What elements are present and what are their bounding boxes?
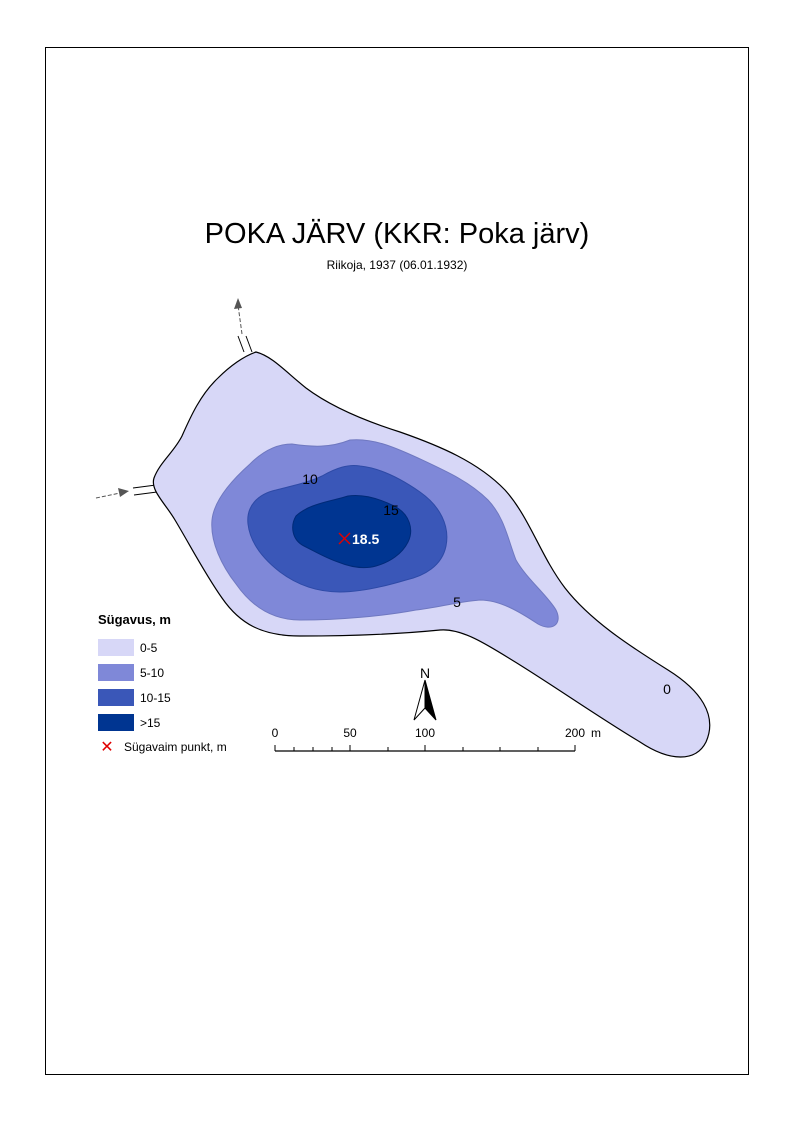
map-frame: [45, 47, 749, 1075]
map-title: POKA JÄRV (KKR: Poka järv): [204, 218, 590, 250]
scale-label-0: 0: [272, 726, 279, 740]
deepest-point-value: 18.5: [352, 531, 379, 547]
deepest-point-marker: [338, 532, 351, 545]
depth-zone-15: [292, 495, 412, 569]
inflow-arrow-icon: [118, 488, 129, 497]
contour-label-0: 0: [663, 681, 671, 697]
legend-item-label: >15: [140, 715, 161, 730]
legend: Sügavus, m 0-5 5-10 10-15 >15 ✕ Sügavaim…: [98, 612, 227, 757]
scale-label-200: 200: [565, 726, 585, 740]
red-x-icon: ✕: [100, 739, 114, 756]
outflow-stream: [234, 298, 253, 353]
legend-swatch: [98, 714, 134, 731]
legend-item-label: 10-15: [140, 690, 171, 705]
outflow-arrow-icon: [234, 298, 242, 309]
map-subtitle: Riikoja, 1937 (06.01.1932): [326, 258, 468, 272]
legend-deepest-label: Sügavaim punkt, m: [124, 740, 227, 754]
north-arrow-icon: [413, 679, 437, 721]
scale-label-50: 50: [343, 726, 357, 740]
contour-label-15: 15: [383, 502, 399, 518]
legend-item-10-15: 10-15: [98, 685, 227, 710]
contour-label-5: 5: [453, 594, 461, 610]
legend-item-0-5: 0-5: [98, 635, 227, 660]
legend-item-deepest: ✕ Sügavaim punkt, m: [98, 737, 227, 757]
legend-title: Sügavus, m: [98, 612, 171, 627]
legend-item-15: >15: [98, 710, 227, 735]
legend-item-label: 5-10: [140, 665, 165, 680]
scale-label-100: 100: [415, 726, 435, 740]
legend-item-label: 0-5: [140, 640, 158, 655]
contour-label-10: 10: [302, 471, 318, 487]
legend-swatch: [98, 689, 134, 706]
scale-bar: [274, 745, 576, 752]
legend-item-5-10: 5-10: [98, 660, 227, 685]
legend-swatch: [98, 664, 134, 681]
north-arrow-label: N: [420, 665, 430, 681]
inflow-stream: [95, 484, 158, 499]
legend-swatch: [98, 639, 134, 656]
scale-unit: m: [591, 726, 601, 740]
